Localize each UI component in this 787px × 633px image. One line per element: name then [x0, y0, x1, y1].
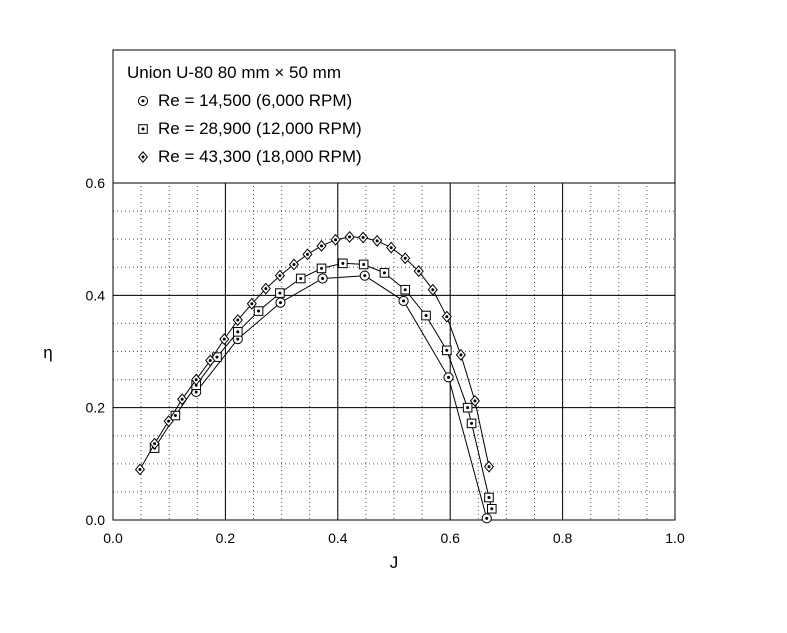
- series-1-point: [443, 372, 454, 383]
- series-2-point: [379, 268, 390, 278]
- series-3-point: [219, 333, 230, 346]
- series-3-point: [455, 348, 466, 361]
- legend-marker-1: [137, 95, 149, 107]
- x-axis-label: J: [390, 553, 399, 572]
- series-2-point: [484, 492, 494, 503]
- y-tick-label: 0.2: [86, 400, 106, 416]
- series-3-point: [330, 233, 341, 246]
- series-3-point: [316, 239, 327, 252]
- series-3-point: [427, 283, 438, 296]
- x-tick-label: 0.4: [328, 530, 348, 546]
- series-2-point: [486, 503, 497, 514]
- series-2-point: [462, 402, 473, 413]
- series-3-point: [441, 310, 452, 323]
- series-2-point: [400, 284, 411, 295]
- tick-labels: 0.0 0.2 0.4 0.6 0.8 1.0 0.0 0.2 0.4 0.6: [86, 175, 685, 546]
- series-3-point: [163, 415, 174, 428]
- series-3-point: [260, 282, 271, 295]
- series-3-point: [386, 241, 397, 254]
- series-1-point: [275, 297, 286, 308]
- legend-box: [112, 49, 676, 184]
- y-tick-label: 0.0: [86, 512, 106, 528]
- series-layer: [134, 230, 497, 524]
- legend: Union U-80 80 mm × 50 mm Re = 14,500 (6,…: [112, 49, 676, 184]
- series-3-point: [134, 463, 146, 476]
- series-3-point: [483, 460, 495, 473]
- series-3-point: [232, 314, 243, 327]
- legend-label-3: Re = 43,300 (18,000 RPM): [158, 147, 362, 166]
- series-3-point: [177, 393, 188, 406]
- series-line-1: [195, 275, 488, 519]
- series-2-point: [442, 345, 452, 356]
- x-tick-label: 0.8: [553, 530, 573, 546]
- series-3-point: [413, 265, 424, 278]
- y-tick-label: 0.6: [86, 175, 106, 191]
- y-tick-label: 0.4: [86, 287, 106, 303]
- series-2-point: [275, 288, 285, 298]
- series-3-point: [358, 231, 369, 244]
- plot-frame: [112, 182, 676, 521]
- series-3-point: [344, 230, 355, 243]
- series-line-2: [154, 262, 493, 509]
- x-tick-label: 1.0: [665, 530, 685, 546]
- y-axis-label: η: [43, 343, 52, 362]
- series-2-point: [466, 418, 477, 429]
- x-tick-label: 0.2: [216, 530, 236, 546]
- x-tick-label: 0.6: [440, 530, 460, 546]
- legend-label-2: Re = 28,900 (12,000 RPM): [158, 119, 362, 138]
- series-3-point: [274, 269, 285, 282]
- series-1-point: [317, 273, 328, 284]
- series-2-point: [338, 258, 348, 269]
- series-2-point: [316, 263, 327, 274]
- series-2-point: [232, 327, 243, 337]
- series-2-point: [295, 273, 306, 284]
- legend-marker-2: [138, 124, 148, 134]
- series-3-point: [149, 437, 160, 450]
- series-1-point: [398, 295, 409, 307]
- legend-label-1: Re = 14,500 (6,000 RPM): [158, 91, 352, 110]
- x-tick-label: 0.0: [103, 530, 123, 546]
- series-2-point: [421, 310, 431, 321]
- series-3-point: [191, 373, 202, 386]
- series-3-point: [372, 234, 383, 247]
- series-3-point: [288, 258, 300, 271]
- legend-marker-3: [137, 151, 149, 163]
- series-3-point: [205, 354, 216, 367]
- series-2-point: [253, 306, 264, 316]
- series-2-point: [358, 259, 369, 270]
- series-1-point: [359, 270, 370, 281]
- series-3-point: [302, 248, 313, 261]
- series-3-point: [469, 394, 480, 407]
- series-1-point: [481, 513, 492, 524]
- chart-title: Union U-80 80 mm × 50 mm: [127, 63, 341, 82]
- series-3-point: [400, 252, 411, 265]
- series-2-point: [170, 410, 181, 421]
- series-3-point: [246, 297, 257, 310]
